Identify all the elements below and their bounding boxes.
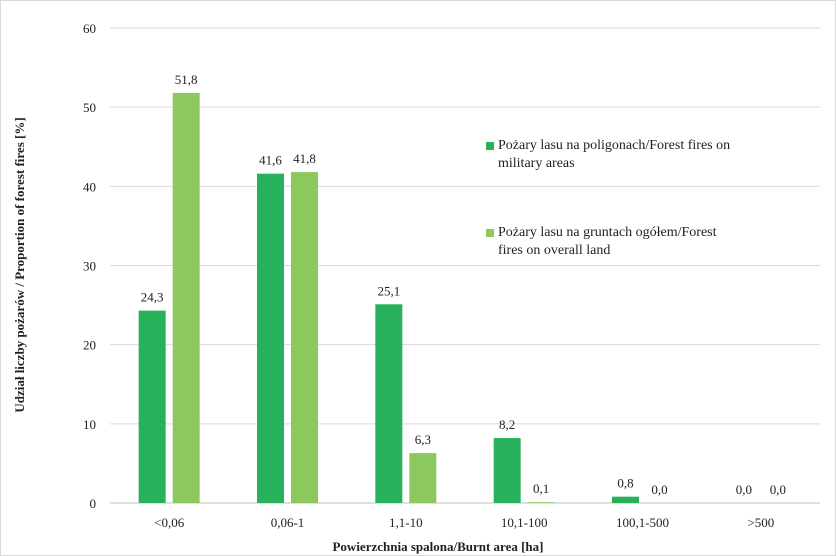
bar	[138, 310, 166, 503]
legend-label-overall: Pożary lasu na gruntach ogółem/Forest fi…	[498, 225, 717, 258]
x-tick-label: >500	[747, 515, 774, 530]
bar-value-label: 0,0	[651, 482, 667, 497]
bar-value-label: 0,1	[533, 481, 549, 496]
x-tick-label: <0,06	[154, 515, 185, 530]
bar	[409, 453, 437, 503]
y-tick-label: 0	[90, 496, 97, 511]
y-tick-label: 60	[83, 21, 96, 36]
y-tick-label: 10	[83, 417, 96, 432]
bar	[257, 173, 284, 503]
y-tick-label: 40	[83, 179, 96, 194]
bar	[493, 438, 521, 503]
bar-value-label: 25,1	[377, 283, 400, 298]
legend-label-military: Pożary lasu na poligonach/Forest fires o…	[498, 138, 731, 171]
bar	[172, 92, 200, 504]
bar	[527, 502, 555, 503]
x-tick-label: 1,1-10	[389, 515, 423, 530]
bar-value-label: 8,2	[499, 417, 515, 432]
bar-value-label: 0,8	[617, 476, 633, 491]
bar-value-label: 6,3	[415, 432, 431, 447]
legend-swatch-overall	[486, 229, 494, 237]
bar-value-label: 51,8	[175, 72, 198, 87]
bar	[612, 496, 639, 503]
bars	[138, 92, 639, 504]
bar	[375, 304, 403, 503]
bar-value-label: 41,6	[259, 153, 282, 168]
bar	[291, 172, 318, 504]
gridlines	[110, 27, 820, 504]
bar-value-label: 0,0	[736, 482, 752, 497]
y-tick-label: 50	[83, 100, 96, 115]
bar-value-label: 0,0	[770, 482, 786, 497]
bar-value-label: 24,3	[141, 290, 164, 305]
bar-value-label: 41,8	[293, 151, 316, 166]
x-axis-label: Powierzchnia spalona/Burnt area [ha]	[332, 539, 543, 554]
y-axis-label: Udział liczby pożarów / Proportion of fo…	[12, 117, 27, 412]
x-tick-label: 10,1-100	[501, 515, 548, 530]
x-tick-label: 0,06-1	[271, 515, 305, 530]
x-tick-labels: <0,06 0,06-1 1,1-10 10,1-100 100,1-500 >500	[154, 515, 774, 530]
y-tick-label: 20	[83, 338, 96, 353]
bar-value-labels: 24,3 51,8 41,6 41,8 25,1 6,3 8,2 0,1 0,8 0,0 0,0 0,…	[141, 72, 786, 497]
y-tick-label: 30	[83, 259, 96, 274]
legend-swatch-military	[486, 142, 494, 150]
x-tick-label: 100,1-500	[616, 515, 669, 530]
y-tick-labels: 0 10 20 30 40 50 60	[83, 21, 96, 511]
